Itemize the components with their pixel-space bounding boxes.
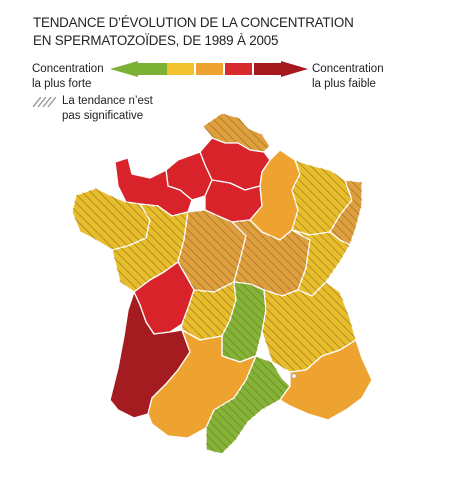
city-marker [291,373,297,379]
title-line-1: TENDANCE D’ÉVOLUTION DE LA CONCENTRATION [33,15,354,30]
scale-green [137,63,167,75]
scale-green-arrowhead [110,61,138,77]
color-scale-arrow [110,61,308,77]
region-franche-comte [291,229,351,297]
scale-orange [196,63,223,75]
scale-dark-red [254,63,282,75]
legend-strong-label: Concentration la plus forte [32,63,104,90]
region-bourgogne [231,219,311,297]
scale-red [225,63,252,75]
region-languedoc-roussillon [205,355,291,455]
scale-dark-red-arrowhead [281,61,308,77]
region-lorraine [291,159,353,236]
legend-weak-label: Concentration la plus faible [312,63,384,90]
map-title: TENDANCE D’ÉVOLUTION DE LA CONCENTRATION… [33,14,433,50]
region-limousin [181,281,237,341]
hatch-swatch [33,97,57,107]
region-bretagne [71,187,151,251]
region-auvergne [221,281,267,363]
legend-not-significant-label: La tendance n’est pas significative [62,95,153,122]
legend: Concentration la plus forte Concentratio… [0,0,459,130]
scale-yellow [167,63,194,75]
region-centre [177,209,247,293]
region-provence-alpes-cote-dazur [279,339,373,421]
title-line-2: EN SPERMATOZOÏDES, DE 1989 À 2005 [33,33,279,48]
region-rhone-alpes [261,281,357,373]
